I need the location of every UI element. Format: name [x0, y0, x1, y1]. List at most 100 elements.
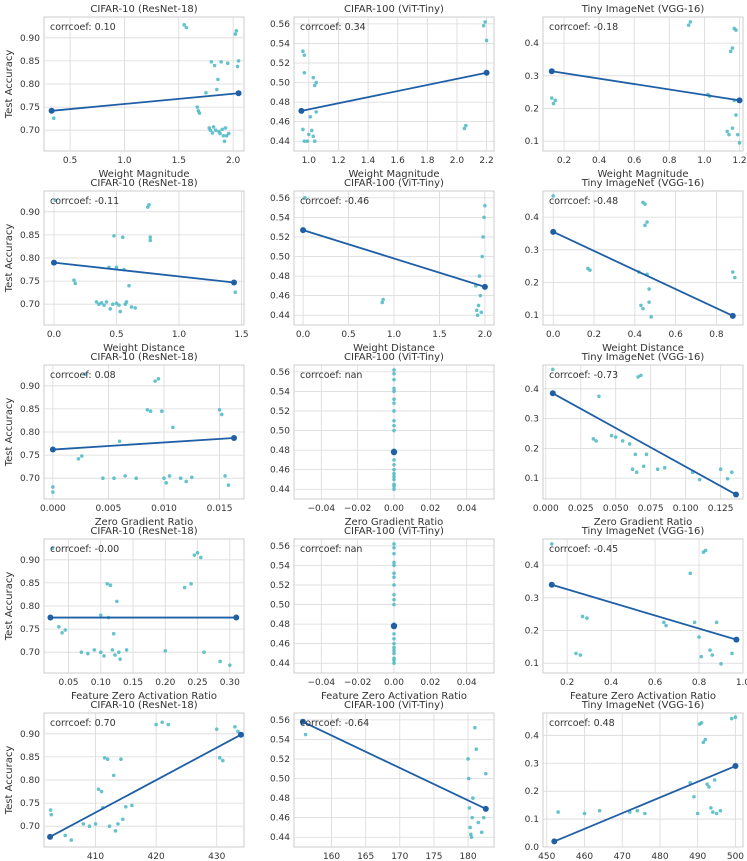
chart-4: 0.0 0.5 1.0 1.5 0.70 0.75 0.80 0.85 0.90 CIFAR-10…	[4, 178, 249, 354]
chart-8-xtick-label: −0.02	[344, 504, 372, 514]
chart-1-point	[213, 128, 218, 133]
chart-15-point	[733, 715, 738, 719]
chart-12-fit-endpoint	[548, 581, 555, 588]
chart-15-xtick-label: 460	[576, 852, 593, 861]
chart-7-point	[162, 476, 166, 481]
chart-9-point	[627, 442, 632, 446]
chart-8-point	[392, 482, 396, 487]
chart-6-point	[647, 300, 651, 304]
chart-3-ytick-label: 0.4	[525, 39, 540, 49]
chart-10-xtick-label: 0.30	[220, 678, 240, 688]
chart-15-point	[643, 811, 647, 816]
chart-4-point	[102, 303, 106, 307]
chart-15-point	[582, 811, 587, 816]
chart-2-plot-area	[293, 16, 495, 152]
chart-13-point	[119, 757, 123, 762]
chart-1-ytick-label: 0.90	[20, 34, 40, 44]
chart-12-point	[688, 571, 693, 576]
chart-3-ytick-label: 0.3	[525, 72, 539, 82]
chart-13-point	[87, 824, 92, 829]
chart-7-ytick-label: 0.70	[20, 474, 40, 484]
chart-1-ytick-label: 0.85	[20, 57, 40, 67]
chart-13-ytick-label: 0.70	[20, 822, 40, 832]
chart-2-xtick-label: 1.0	[302, 156, 317, 166]
chart-4-point	[148, 235, 153, 240]
chart-8-point	[392, 487, 396, 492]
chart-8-xtick-label: −0.04	[307, 504, 335, 514]
chart-6-xtick-label: 0.6	[668, 330, 683, 340]
chart-2-point	[311, 134, 316, 139]
chart-1-xtick-label: 1.5	[172, 156, 186, 166]
chart-1-ytick-label: 0.75	[20, 103, 40, 113]
chart-10-point	[110, 648, 115, 652]
chart-14-point	[481, 815, 486, 820]
chart-1-point	[208, 128, 213, 133]
chart-2-xtick-label: 1.2	[331, 156, 345, 166]
chart-4-fit-line	[53, 261, 235, 284]
chart-12-ytick-label: 0.4	[525, 561, 540, 571]
chart-7-point	[117, 439, 122, 444]
chart-2-point	[464, 123, 468, 128]
chart-10-xtick-label: 0.10	[91, 678, 111, 688]
chart-14-fit-endpoint	[482, 805, 489, 812]
chart-2-point	[314, 110, 319, 114]
chart-6-fit-line	[552, 231, 734, 317]
chart-14-point	[470, 815, 474, 820]
chart-6-xlabel: Weight Distance	[602, 343, 684, 354]
chart-13-point	[111, 773, 116, 778]
chart-12-point	[578, 653, 583, 657]
chart-4-fit-endpoint	[51, 259, 57, 266]
chart-4-point	[147, 203, 151, 207]
chart-3-point	[730, 46, 735, 50]
chart-13-point	[69, 838, 74, 842]
chart-13-fit-endpoint	[237, 731, 244, 738]
chart-10-point	[105, 582, 110, 586]
chart-13-point	[214, 727, 219, 731]
chart-3-point	[725, 129, 730, 134]
chart-6-ytick-label: 0.1	[525, 311, 539, 321]
chart-3-xtick-label: 0.4	[592, 156, 607, 166]
chart-15-xtick-label: 470	[614, 852, 631, 861]
chart-13-corrcoef: corrcoef: 0.70	[50, 718, 116, 729]
chart-7-corrcoef: corrcoef: 0.08	[50, 370, 116, 381]
chart-9-xtick-label: 0.050	[603, 504, 629, 514]
chart-13-ytick-label: 0.85	[20, 753, 40, 763]
chart-1-point	[226, 131, 231, 136]
chart-3-point	[730, 126, 735, 130]
chart-8-point	[392, 428, 396, 433]
chart-9-fit-endpoint	[733, 491, 740, 498]
chart-8-xtick-label: 0.02	[420, 504, 440, 514]
chart-1-point	[212, 63, 217, 68]
chart-4-point	[112, 234, 116, 238]
chart-5-ytick-label: 0.46	[270, 292, 290, 302]
chart-9-point	[718, 467, 723, 472]
chart-15-point	[705, 782, 709, 786]
chart-1-point	[234, 29, 239, 33]
chart-11-point	[392, 602, 396, 607]
chart-15-fit-endpoint	[732, 763, 739, 770]
chart-4-point	[114, 301, 119, 306]
chart-9-point	[730, 470, 734, 475]
chart-10-xtick-label: 0.20	[155, 678, 175, 688]
chart-5-ytick-label: 0.56	[270, 194, 290, 204]
chart-9-point	[597, 394, 601, 399]
chart-13-point	[120, 817, 125, 822]
chart-13-xtick-label: 430	[208, 852, 225, 861]
chart-12-xtick-label: 0.2	[560, 678, 574, 688]
chart-8-point	[392, 423, 396, 428]
chart-1-point	[221, 133, 226, 138]
chart-14-point	[467, 806, 472, 810]
chart-7-point	[217, 408, 222, 412]
chart-8-point	[392, 471, 396, 476]
chart-5-point	[483, 203, 487, 208]
chart-9-point	[655, 467, 660, 472]
chart-9-point	[641, 464, 646, 469]
chart-2-point	[462, 126, 467, 131]
chart-12-ytick-label: 0.2	[525, 627, 539, 637]
chart-7-point	[123, 474, 127, 478]
chart-15-point	[714, 811, 719, 816]
chart-12-point	[662, 620, 666, 625]
chart-7-point	[79, 454, 84, 458]
chart-1-point	[219, 60, 223, 64]
chart-14: 160 165 170 175 180 0.44 0.46 0.48 0.50 0.52 0.54 0…	[270, 700, 495, 861]
